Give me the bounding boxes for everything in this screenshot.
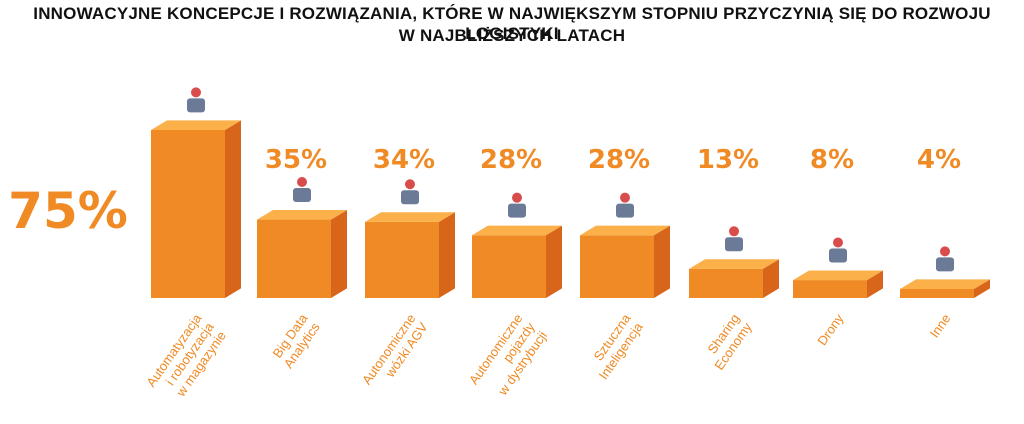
bar-8 — [900, 279, 990, 298]
bar-front-face — [793, 280, 867, 298]
lightbulb-icon — [936, 246, 954, 272]
bar-side-face — [225, 120, 241, 299]
bar-front-face — [257, 219, 331, 298]
data-analytics-screen-icon — [293, 177, 311, 202]
bar-top-face — [900, 279, 990, 289]
category-label: SharingEconomy — [699, 311, 755, 373]
category-label: Automatyzacjai robotyzacjaw magazynie — [143, 310, 229, 406]
value-label: 8% — [810, 145, 854, 175]
bar-3 — [365, 212, 455, 298]
bar-2 — [257, 210, 347, 298]
bar-top-face — [365, 212, 455, 222]
bar-front-face — [689, 268, 763, 298]
bar-front-face — [900, 289, 974, 298]
bar-side-face — [974, 279, 990, 298]
value-label: 34% — [373, 145, 435, 175]
bar-top-face — [793, 270, 883, 281]
value-label: 28% — [588, 145, 650, 175]
bar-front-face — [151, 130, 225, 298]
bar-4 — [472, 225, 562, 298]
value-label: 13% — [697, 145, 759, 175]
category-label: Drony — [814, 311, 846, 348]
bar-7 — [793, 270, 883, 298]
bar-5 — [580, 225, 670, 298]
category-label: Inne — [927, 311, 954, 340]
bar-side-face — [331, 210, 347, 298]
value-label: 28% — [480, 145, 542, 175]
chart-title-line-1: INNOWACYJNE KONCEPCJE I ROZWIĄZANIA, KTÓ… — [33, 4, 991, 43]
value-label: 35% — [265, 145, 327, 175]
category-label: Autonomicznewózki AGV — [359, 311, 431, 396]
bar-side-face — [546, 225, 562, 298]
bar-front-face — [580, 235, 654, 298]
agv-truck-icon — [401, 179, 419, 205]
bar-top-face — [257, 210, 347, 220]
bar-side-face — [654, 225, 670, 298]
bar-side-face — [763, 259, 779, 298]
bar-top-face — [151, 120, 241, 130]
bar-side-face — [867, 270, 883, 298]
category-label: Big DataAnalytics — [268, 310, 323, 370]
ai-robot-head-icon — [616, 192, 634, 218]
bar-top-face — [580, 225, 670, 236]
bar-top-face — [689, 259, 779, 269]
smartphone-sharing-icon — [725, 226, 743, 252]
bar-top-face — [472, 225, 562, 236]
bar-6 — [689, 259, 779, 298]
category-label: Autonomicznepojazdyw dystrybucji — [466, 311, 550, 405]
drone-icon — [829, 237, 847, 263]
category-label: SztucznaInteligencja — [583, 310, 646, 382]
robot-and-worker-icon — [187, 87, 205, 113]
chart-title-line-2: W NAJBLIŻSZYCH LATACH — [398, 26, 626, 45]
bar-front-face — [365, 221, 439, 298]
value-label: 4% — [917, 145, 961, 175]
value-label: 75% — [8, 182, 128, 240]
bar-1 — [151, 120, 241, 299]
bar-front-face — [472, 235, 546, 298]
car-location-pin-icon — [508, 192, 526, 218]
bar-side-face — [439, 212, 455, 298]
